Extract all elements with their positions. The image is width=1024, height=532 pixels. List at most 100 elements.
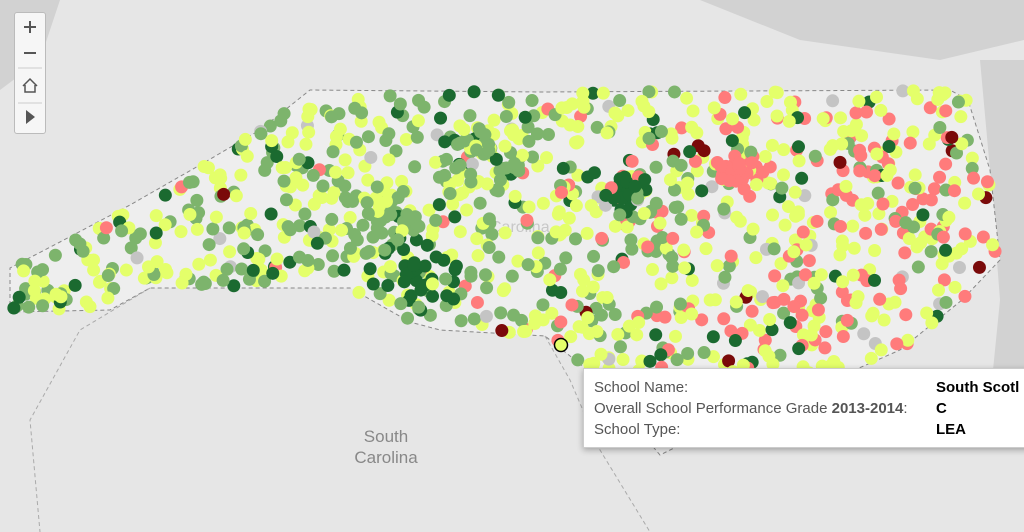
school-marker[interactable] <box>417 100 431 114</box>
school-marker[interactable] <box>439 152 453 166</box>
school-marker[interactable] <box>948 280 962 294</box>
school-marker[interactable] <box>891 176 905 190</box>
school-marker[interactable] <box>581 311 595 325</box>
school-marker[interactable] <box>717 312 731 326</box>
school-marker[interactable] <box>399 132 413 146</box>
school-marker[interactable] <box>148 236 162 250</box>
school-marker[interactable] <box>348 101 362 115</box>
school-marker[interactable] <box>203 253 217 267</box>
school-marker[interactable] <box>383 89 397 103</box>
school-marker[interactable] <box>947 184 961 198</box>
school-marker[interactable] <box>587 249 601 263</box>
school-marker[interactable] <box>737 182 751 196</box>
school-marker[interactable] <box>408 160 422 174</box>
school-marker[interactable] <box>263 119 277 133</box>
school-marker[interactable] <box>670 353 684 367</box>
school-marker[interactable] <box>901 333 915 347</box>
school-marker[interactable] <box>54 290 68 304</box>
school-marker[interactable] <box>766 296 780 310</box>
school-marker[interactable] <box>119 263 133 277</box>
school-marker[interactable] <box>718 91 732 105</box>
school-marker[interactable] <box>563 118 577 132</box>
school-marker[interactable] <box>871 186 885 200</box>
school-marker[interactable] <box>590 120 604 134</box>
school-marker[interactable] <box>665 251 679 265</box>
school-marker[interactable] <box>690 225 704 239</box>
school-marker[interactable] <box>924 245 938 259</box>
school-marker[interactable] <box>965 161 979 175</box>
school-marker[interactable] <box>819 325 833 339</box>
school-marker[interactable] <box>325 212 339 226</box>
school-marker[interactable] <box>394 297 408 311</box>
school-marker[interactable] <box>237 242 251 256</box>
school-marker[interactable] <box>227 279 241 293</box>
school-marker[interactable] <box>767 242 781 256</box>
school-marker[interactable] <box>381 279 395 293</box>
school-marker[interactable] <box>898 246 912 260</box>
school-marker[interactable] <box>903 136 917 150</box>
school-marker[interactable] <box>384 208 398 222</box>
school-marker[interactable] <box>747 113 761 127</box>
school-marker[interactable] <box>580 226 594 240</box>
school-marker[interactable] <box>600 126 614 140</box>
school-marker[interactable] <box>853 164 867 178</box>
school-marker[interactable] <box>936 230 950 244</box>
school-marker[interactable] <box>429 155 443 169</box>
school-marker[interactable] <box>766 208 780 222</box>
school-marker[interactable] <box>625 154 639 168</box>
school-marker[interactable] <box>931 92 945 106</box>
school-marker[interactable] <box>511 254 525 268</box>
school-marker[interactable] <box>555 101 569 115</box>
school-marker[interactable] <box>667 85 681 99</box>
school-marker[interactable] <box>443 186 457 200</box>
school-marker[interactable] <box>158 188 172 202</box>
school-marker[interactable] <box>222 221 236 235</box>
school-marker[interactable] <box>715 172 729 186</box>
school-marker[interactable] <box>327 264 341 278</box>
school-marker[interactable] <box>654 277 668 291</box>
school-marker[interactable] <box>316 179 330 193</box>
school-marker[interactable] <box>798 268 812 282</box>
school-marker[interactable] <box>719 122 733 136</box>
school-marker[interactable] <box>350 233 364 247</box>
school-marker[interactable] <box>776 279 790 293</box>
school-marker[interactable] <box>887 127 901 141</box>
school-marker[interactable] <box>101 291 115 305</box>
school-marker[interactable] <box>986 238 1000 252</box>
school-marker[interactable] <box>518 110 532 124</box>
school-marker[interactable] <box>939 157 953 171</box>
school-marker[interactable] <box>150 255 164 269</box>
school-marker[interactable] <box>457 134 471 148</box>
school-marker[interactable] <box>613 208 627 222</box>
school-marker[interactable] <box>485 227 499 241</box>
school-marker[interactable] <box>281 135 295 149</box>
school-marker[interactable] <box>836 239 850 253</box>
school-marker[interactable] <box>507 308 521 322</box>
school-marker[interactable] <box>571 168 585 182</box>
school-marker[interactable] <box>508 189 522 203</box>
school-marker[interactable] <box>725 134 739 148</box>
school-marker[interactable] <box>545 306 559 320</box>
school-marker[interactable] <box>360 196 374 210</box>
school-marker[interactable] <box>493 173 507 187</box>
school-marker[interactable] <box>755 290 769 304</box>
school-marker[interactable] <box>48 248 62 262</box>
school-marker[interactable] <box>27 284 41 298</box>
school-marker[interactable] <box>697 209 711 223</box>
school-marker[interactable] <box>847 241 861 255</box>
school-marker[interactable] <box>807 319 821 333</box>
school-marker[interactable] <box>802 254 816 268</box>
school-marker[interactable] <box>238 132 252 146</box>
school-marker[interactable] <box>826 193 840 207</box>
school-marker[interactable] <box>552 205 566 219</box>
school-marker[interactable] <box>839 179 853 193</box>
school-marker[interactable] <box>770 109 784 123</box>
school-marker[interactable] <box>665 131 679 145</box>
school-marker[interactable] <box>608 308 622 322</box>
school-marker[interactable] <box>674 158 688 172</box>
school-marker[interactable] <box>92 275 106 289</box>
school-marker[interactable] <box>846 219 860 233</box>
school-marker[interactable] <box>130 251 144 265</box>
school-marker[interactable] <box>234 168 248 182</box>
school-marker[interactable] <box>569 199 583 213</box>
